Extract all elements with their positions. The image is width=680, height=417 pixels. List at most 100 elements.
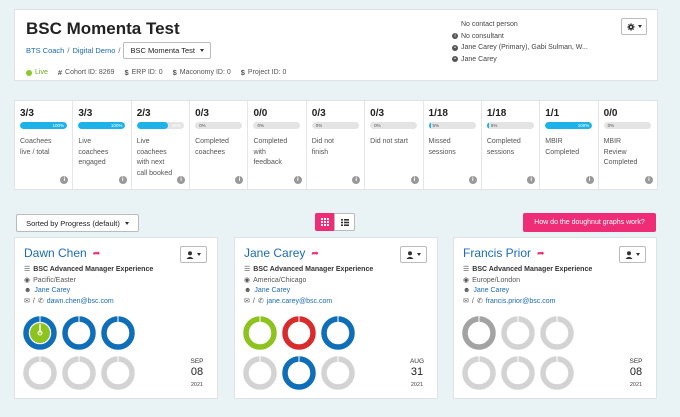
- sort-dropdown[interactable]: Sorted by Progress (default): [16, 214, 139, 232]
- info-icon[interactable]: i: [585, 176, 594, 184]
- phone-icon[interactable]: ✆: [37, 298, 44, 306]
- timezone-row: ◉ America/Chicago: [244, 276, 373, 287]
- breadcrumb-link-digital-demo[interactable]: Digital Demo: [72, 46, 116, 55]
- coach-user-menu-button[interactable]: [180, 246, 207, 263]
- pin-icon[interactable]: ➦: [311, 247, 319, 258]
- envelope-icon[interactable]: ✉: [244, 298, 250, 306]
- coach-user-menu-button[interactable]: [619, 246, 646, 263]
- breadcrumb-link-bts-coach[interactable]: BTS Coach: [26, 46, 65, 55]
- list-icon: ☰: [244, 266, 251, 273]
- coach-name-row: Dawn Chen ➦: [24, 246, 100, 260]
- doughnut-graph[interactable]: [321, 316, 355, 350]
- info-icon[interactable]: i: [527, 176, 536, 184]
- globe-icon: ◉: [24, 276, 31, 284]
- doughnut-graph[interactable]: [101, 316, 135, 350]
- list-view-button[interactable]: [334, 213, 355, 231]
- info-icon[interactable]: i: [352, 176, 361, 184]
- maconomy-id: $ Maconomy ID: 0: [173, 68, 231, 77]
- stat-value: 0/3: [195, 108, 209, 119]
- doughnut-graph[interactable]: [501, 356, 535, 390]
- stat-label-line: Completed: [603, 159, 638, 166]
- doughnut-graphs: [243, 316, 355, 390]
- stat-progress-bar: 100%: [545, 122, 593, 129]
- doughnut-help-button[interactable]: How do the doughnut graphs work?: [523, 213, 656, 232]
- envelope-icon[interactable]: ✉: [463, 298, 469, 306]
- doughnut-graph[interactable]: [462, 316, 496, 350]
- info-icon[interactable]: i: [235, 176, 244, 184]
- stat-label-line: live / total: [20, 148, 50, 156]
- separator: /: [252, 298, 255, 306]
- stat-label: Completed sessions: [487, 137, 535, 158]
- coach-email-link[interactable]: dawn.chen@bsc.com: [46, 298, 114, 306]
- info-icon[interactable]: i: [644, 176, 653, 184]
- coach-name-row: Jane Carey ➦: [244, 246, 319, 260]
- stat-progress-label: 0%: [607, 123, 615, 128]
- envelope-icon[interactable]: ✉: [24, 298, 30, 306]
- info-icon[interactable]: i: [177, 176, 186, 184]
- stat-label-line: coachees: [136, 148, 167, 156]
- pin-icon[interactable]: ➦: [537, 247, 545, 258]
- coach-owner-link[interactable]: Jane Carey: [254, 287, 291, 295]
- coach-program: BSC Advanced Manager Experience: [472, 266, 593, 273]
- stat-progress-bar: 0%: [311, 122, 359, 129]
- phone-icon[interactable]: ✆: [476, 298, 483, 306]
- stat-progress-label: 0%: [257, 123, 264, 128]
- pin-icon[interactable]: ➦: [92, 247, 101, 258]
- coach-name-link[interactable]: Francis Prior: [463, 246, 532, 260]
- live-dot-icon: [26, 69, 32, 76]
- stat-column: 1/18 5% Missed sessions i: [424, 101, 482, 189]
- doughnut-graph[interactable]: [282, 356, 316, 390]
- phone-icon[interactable]: ✆: [257, 298, 264, 306]
- doughnut-graph[interactable]: [540, 316, 574, 350]
- erp-id: $ ERP ID: 0: [124, 68, 162, 77]
- doughnut-graph[interactable]: [243, 356, 277, 390]
- coach-owner-link[interactable]: Jane Carey: [473, 287, 510, 295]
- page-title: BSC Momenta Test: [26, 19, 180, 38]
- coach-user-menu-button[interactable]: [400, 246, 427, 263]
- stat-progress-label: 0%: [315, 123, 323, 128]
- list-icon: ☰: [463, 266, 470, 273]
- doughnut-graph[interactable]: [101, 356, 135, 390]
- coach-email-link[interactable]: jane.carey@bsc.com: [266, 298, 333, 306]
- stat-column: 0/3 0% Did not start i: [365, 101, 424, 189]
- coach-email-link[interactable]: francis.prior@bsc.com: [485, 298, 556, 306]
- program-select[interactable]: BSC Momenta Test: [123, 42, 211, 59]
- breadcrumb: BTS Coach / Digital Demo / BSC Momenta T…: [26, 42, 211, 59]
- info-icon[interactable]: i: [118, 176, 127, 184]
- doughnut-graph[interactable]: [462, 356, 496, 390]
- doughnut-graph[interactable]: [243, 316, 277, 350]
- coach-owner-link[interactable]: Jane Carey: [34, 287, 71, 295]
- coach-timezone: Pacific/Easter: [33, 276, 76, 284]
- stat-label-line: finish: [311, 148, 329, 156]
- gear-icon: [626, 22, 635, 31]
- stat-label-line: MBIR: [603, 138, 622, 145]
- next-call-date: SEP 08 2021: [623, 358, 649, 388]
- info-icon[interactable]: i: [468, 176, 477, 184]
- doughnut-graph[interactable]: [501, 316, 535, 350]
- info-icon[interactable]: i: [293, 176, 302, 184]
- stat-value: 3/3: [78, 108, 93, 119]
- doughnut-graph[interactable]: [23, 316, 57, 350]
- settings-button[interactable]: [621, 18, 647, 35]
- next-call-date: SEP 08 2021: [184, 358, 210, 388]
- info-icon[interactable]: i: [60, 176, 69, 184]
- info-icon: i: [452, 33, 458, 40]
- doughnut-graph[interactable]: [321, 356, 355, 390]
- chevron-down-icon: [636, 253, 640, 256]
- coach-card: Francis Prior ➦ ☰ BSC Advanced Manager Expe…: [453, 237, 657, 399]
- doughnut-graph[interactable]: [62, 316, 96, 350]
- doughnut-graph[interactable]: [23, 356, 57, 390]
- chevron-down-icon: [417, 253, 421, 256]
- doughnut-graph[interactable]: [62, 356, 96, 390]
- doughnut-graphs: [462, 316, 574, 390]
- globe-icon: ◉: [244, 276, 251, 284]
- stat-column: 2/3 66% Live coachees with next call booked i: [132, 101, 191, 189]
- coach-name-link[interactable]: Dawn Chen: [24, 246, 87, 260]
- doughnut-graph[interactable]: [282, 316, 316, 350]
- doughnut-graph[interactable]: [540, 356, 574, 390]
- coach-name-link[interactable]: Jane Carey: [244, 246, 306, 260]
- stat-progress-label: 5%: [490, 123, 498, 128]
- grid-view-button[interactable]: [315, 213, 334, 231]
- next-call-date: AUG 31 2021: [404, 358, 430, 388]
- info-icon[interactable]: i: [410, 176, 419, 184]
